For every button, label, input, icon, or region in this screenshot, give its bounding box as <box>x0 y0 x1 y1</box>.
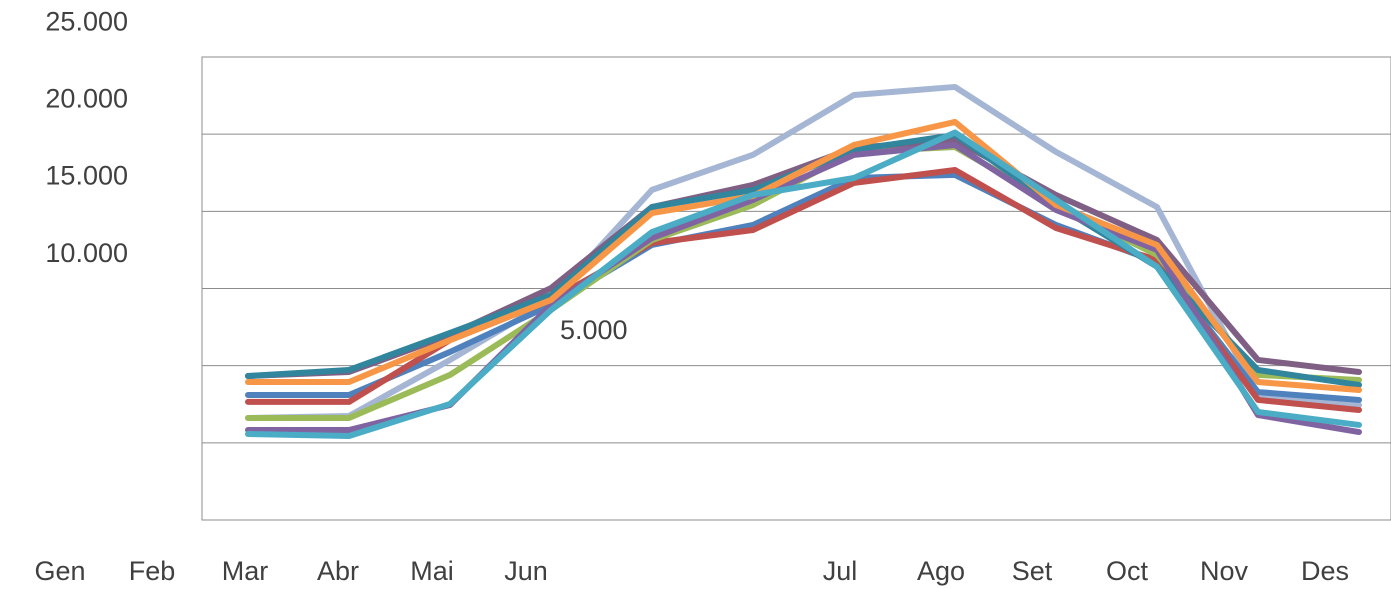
series-line <box>245 83 1362 421</box>
x-tick-label: Gen <box>34 556 85 586</box>
x-tick-label: Mar <box>222 556 269 586</box>
series-line <box>245 129 1362 440</box>
y-tick-label: 15.000 <box>45 161 128 191</box>
x-tick-label: Jun <box>504 556 548 586</box>
x-tick-label: Feb <box>129 556 176 586</box>
x-tick-label: Des <box>1301 556 1349 586</box>
y-tick-label: 5.000 <box>560 315 628 345</box>
x-tick-label: Abr <box>317 556 359 586</box>
series-line <box>245 118 1362 394</box>
x-tick-label: Nov <box>1200 556 1249 586</box>
y-tick-label: 10.000 <box>45 238 128 268</box>
x-tick-label: Mai <box>410 556 454 586</box>
y-tick-label: 20.000 <box>45 83 128 113</box>
x-tick-label: Jul <box>823 556 858 586</box>
x-tick-label: Oct <box>1106 556 1149 586</box>
x-tick-label: Ago <box>917 556 965 586</box>
x-tick-label: Set <box>1012 556 1053 586</box>
y-tick-label: 25.000 <box>45 6 128 36</box>
